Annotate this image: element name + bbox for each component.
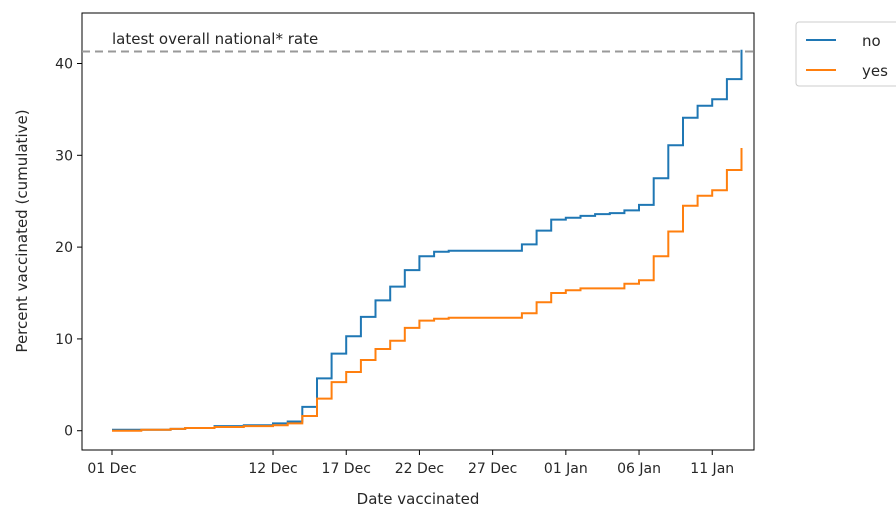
y-tick-label: 40 xyxy=(55,56,73,72)
x-tick-label: 12 Dec xyxy=(248,461,297,477)
series-line-yes xyxy=(112,148,743,432)
x-tick-label: 22 Dec xyxy=(395,461,444,477)
x-axis-ticks: 01 Dec 12 Dec 17 Dec 22 Dec 27 Dec 01 Jan 06 J… xyxy=(87,450,734,477)
legend-label-yes: yes xyxy=(862,62,888,80)
legend-label-no: no xyxy=(862,32,881,50)
y-axis-title: Percent vaccinated (cumulative) xyxy=(13,109,31,352)
x-tick-label: 27 Dec xyxy=(468,461,517,477)
x-axis-title: Date vaccinated xyxy=(357,490,480,508)
y-axis-ticks: 0 10 20 30 40 xyxy=(55,56,82,440)
y-tick-label: 10 xyxy=(55,332,73,348)
plot-frame xyxy=(81,12,755,451)
y-tick-label: 0 xyxy=(64,424,73,440)
x-tick-label: 06 Jan xyxy=(617,461,661,477)
series-line-no xyxy=(112,49,743,431)
x-tick-label: 17 Dec xyxy=(322,461,371,477)
x-tick-label: 01 Jan xyxy=(544,461,588,477)
legend: no yes xyxy=(795,21,896,87)
series-lines xyxy=(112,49,743,432)
y-tick-label: 30 xyxy=(55,148,73,164)
x-tick-label: 11 Jan xyxy=(690,461,734,477)
reference-line-label: latest overall national* rate xyxy=(112,30,318,48)
x-tick-label: 01 Dec xyxy=(87,461,136,477)
y-tick-label: 20 xyxy=(55,240,73,256)
